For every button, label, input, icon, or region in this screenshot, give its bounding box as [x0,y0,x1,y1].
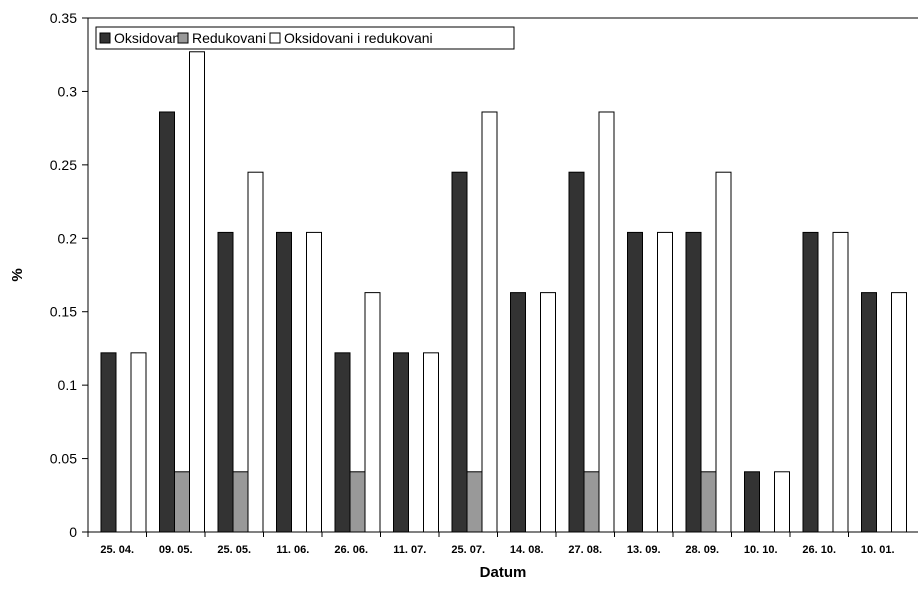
legend-swatch-oksidovani-i-redukovani [269,32,281,44]
x-tick-label: 25. 04. [100,544,134,556]
bar-oksidovani-i-redukovani [247,171,264,533]
bar-oksidovani [685,231,702,533]
x-tick-label: 27. 08. [568,544,602,556]
bar-oksidovani-i-redukovani [130,352,147,533]
y-tick-label: 0 [69,524,77,540]
y-tick-label: 0.25 [50,157,77,173]
x-tick-label: 25. 07. [451,544,485,556]
y-tick-label: 0.35 [50,10,77,26]
y-tick-label: 0.15 [50,304,77,320]
bar-oksidovani-i-redukovani [715,171,732,533]
y-axis-title: % [9,268,26,281]
y-tick-label: 0.05 [50,451,77,467]
bar-redukovani [232,471,249,533]
legend-frame [95,26,515,50]
axes-layer [82,17,918,537]
bar-oksidovani [393,352,409,533]
bar-oksidovani-i-redukovani [774,471,790,533]
bar-redukovani [349,471,366,533]
bar-oksidovani [100,352,117,533]
x-tick-label: 10. 01. [861,544,895,556]
bar-oksidovani-i-redukovani [423,352,439,533]
bar-oksidovani-i-redukovani [657,231,673,533]
bar-oksidovani-i-redukovani [481,111,498,533]
bar-oksidovani [217,231,234,533]
bar-oksidovani-i-redukovani [891,292,907,533]
bar-oksidovani-i-redukovani [364,292,381,533]
x-tick-label: 11. 06. [276,544,309,556]
x-tick-label: 10. 10. [744,544,778,556]
bar-redukovani [700,471,717,533]
legend-swatch-oksidovani [99,32,111,44]
bar-oksidovani [334,352,351,533]
bar-oksidovani-i-redukovani [540,292,556,533]
x-tick-label: 14. 08. [510,544,544,556]
x-tick-label: 25. 05. [217,544,251,556]
y-tick-label: 0.1 [58,377,78,393]
bar-oksidovani [276,231,292,533]
x-tick-label: 11. 07. [393,544,426,556]
bar-oksidovani-i-redukovani [832,231,849,533]
y-tick-label: 0.2 [58,230,78,246]
bar-redukovani [466,471,483,533]
legend: Oksidovani Redukovani Oksidovani i redukov… [95,26,515,50]
legend-label-oksidovani-i-redukovani: Oksidovani i redukovani [284,30,433,46]
x-tick-label: 13. 09. [627,544,661,556]
bar-oksidovani [510,292,526,533]
x-tick-label: 09. 05. [159,544,193,556]
bar-oksidovani-i-redukovani [306,231,322,533]
bars-layer [100,51,907,533]
x-axis-title: Datum [480,564,527,581]
legend-swatch-redukovani [177,32,189,44]
bar-oksidovani [568,171,585,533]
legend-label-oksidovani: Oksidovani [114,30,183,46]
bar-oksidovani [451,171,468,533]
x-tick-label: 28. 09. [685,544,719,556]
bar-redukovani [174,471,190,533]
labels-layer: 25. 04. 09. 05. 25. 05. 11. 06. 26. 06. 11. 0… [50,10,895,556]
bar-oksidovani-i-redukovani [598,111,615,533]
bar-redukovani [583,471,600,533]
bar-oksidovani [159,111,175,533]
legend-label-redukovani: Redukovani [192,30,266,46]
bar-oksidovani [861,292,877,533]
bar-oksidovani [744,471,760,533]
y-tick-label: 0.3 [58,83,78,99]
x-tick-label: 26. 06. [334,544,368,556]
bar-oksidovani [627,231,643,533]
bar-oksidovani [802,231,819,533]
x-tick-label: 26. 10. [802,544,836,556]
bar-oksidovani-i-redukovani [189,51,205,533]
